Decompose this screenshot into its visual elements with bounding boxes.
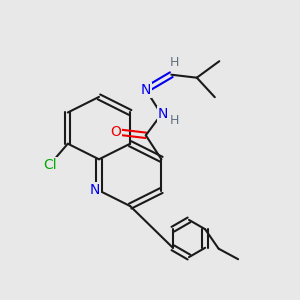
Text: N: N <box>89 184 100 197</box>
Text: H: H <box>170 114 180 127</box>
Text: Cl: Cl <box>43 158 57 172</box>
Text: N: N <box>141 83 151 97</box>
Text: N: N <box>158 107 168 121</box>
Text: H: H <box>169 56 179 69</box>
Text: O: O <box>110 125 121 139</box>
